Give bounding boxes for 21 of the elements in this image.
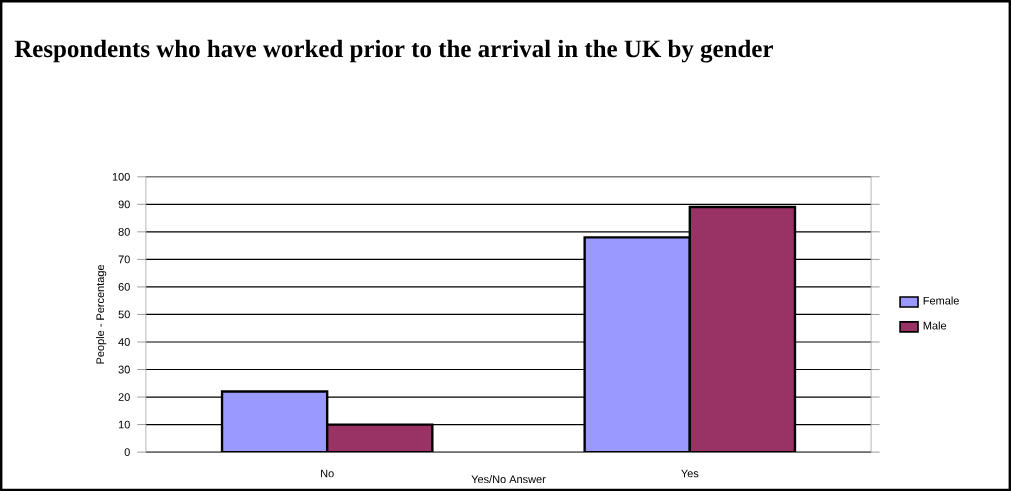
y-tick-label: 50 [118, 310, 130, 319]
bar [583, 236, 692, 452]
y-tick-label: 40 [118, 337, 130, 346]
y-tick-label: 90 [118, 200, 130, 209]
y-tick-label: 20 [118, 393, 130, 401]
y-tick-label: 80 [118, 227, 130, 236]
x-axis-title: Yes/No Answer [471, 474, 546, 483]
y-tick-label: 60 [118, 282, 130, 291]
y-axis-title: People - Percentage [96, 264, 107, 364]
y-tick-label: 10 [118, 420, 130, 429]
y-tick-label: 30 [118, 365, 130, 374]
x-tick-label: No [321, 469, 334, 478]
bar [688, 205, 797, 452]
legend-label: Male [923, 321, 947, 330]
bar [220, 390, 329, 452]
y-tick-label: 0 [124, 448, 130, 456]
y-tick-label: 70 [118, 255, 130, 264]
chart-title: Respondents who have worked prior to the arrival in the UK by gender [14, 39, 773, 63]
legend-label: Female [923, 296, 959, 305]
x-tick-label: Yes [681, 469, 699, 478]
y-tick-label: 100 [112, 172, 130, 181]
